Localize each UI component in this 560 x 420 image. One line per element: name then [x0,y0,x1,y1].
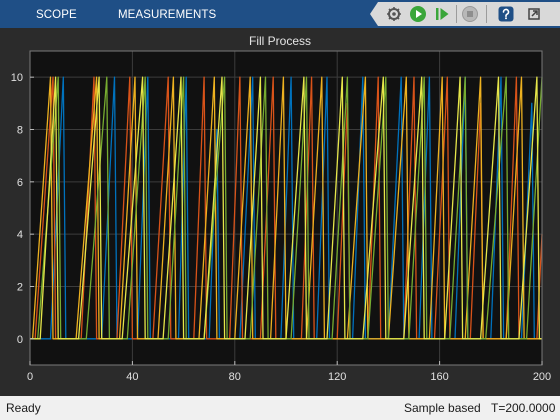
y-tick-label: 2 [17,282,23,294]
tab-measurements[interactable]: MEASUREMENTS [118,9,217,21]
x-tick-label: 0 [27,371,33,383]
series-line-5[interactable] [30,76,542,340]
x-tick-label: 160 [430,371,448,383]
y-tick-label: 6 [17,177,23,189]
toolbar-notch [370,2,378,26]
help-icon[interactable] [496,4,516,24]
undock-icon[interactable] [524,4,544,24]
settings-gear-icon[interactable] [384,4,404,24]
y-tick-label: 4 [17,229,23,241]
tab-scope[interactable]: SCOPE [36,9,77,21]
status-mode: Sample based [404,401,481,415]
y-tick-label: 0 [17,334,23,346]
y-tick-label: 8 [17,125,23,137]
line-chart[interactable]: 0 40 80 120 160 200 0 2 4 6 8 10 [0,28,560,396]
status-time: T=200.0000 [491,401,556,415]
toolbar-separator [456,5,457,23]
scope-toolbar: SCOPE MEASUREMENTS [0,0,560,28]
toolbar-separator [486,5,487,23]
plot-area: Fill Process 0 40 80 120 160 200 0 2 4 6 8 10 [0,28,560,396]
plot-frame [29,50,543,366]
stop-icon[interactable] [460,4,480,24]
x-tick-label: 80 [229,371,241,383]
status-ready: Ready [6,401,41,415]
x-tick-label: 40 [126,371,138,383]
x-tick-label: 120 [328,371,346,383]
x-tick-label: 200 [533,371,551,383]
chart-title: Fill Process [248,34,311,48]
y-tick-label: 10 [11,72,23,84]
step-forward-icon[interactable] [432,4,452,24]
run-icon[interactable] [408,4,428,24]
status-bar: Ready Sample based T=200.0000 [0,396,560,420]
